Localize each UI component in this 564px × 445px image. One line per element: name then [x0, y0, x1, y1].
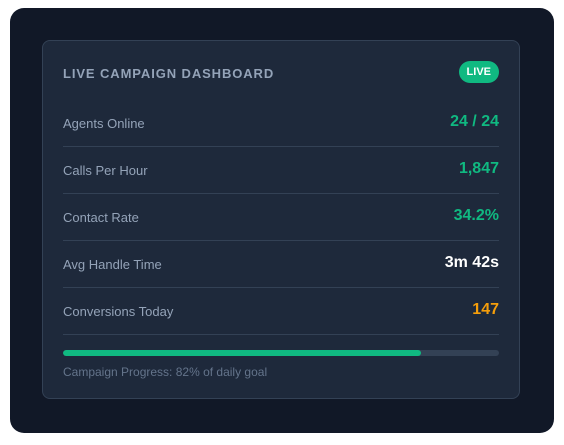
dashboard-frame: LIVE CAMPAIGN DASHBOARD LIVE Agents Onli… — [10, 8, 554, 433]
metric-label: Conversions Today — [63, 304, 174, 319]
metric-value: 1,847 — [458, 160, 499, 177]
campaign-progress-caption: Campaign Progress: 82% of daily goal — [63, 365, 268, 379]
metric-label: Contact Rate — [63, 210, 139, 225]
metric-value: 147 — [472, 301, 499, 318]
metric-label: Avg Handle Time — [63, 257, 162, 272]
metric-value: 34.2% — [453, 207, 499, 224]
dashboard-title: LIVE CAMPAIGN DASHBOARD — [63, 66, 275, 81]
metric-label: Agents Online — [63, 116, 145, 131]
metric-value: 3m 42s — [444, 254, 499, 271]
campaign-progress-bar — [63, 350, 499, 356]
live-badge: LIVE — [458, 61, 499, 83]
metric-row-avg-handle-time: Avg Handle Time 3m 42s — [63, 241, 499, 288]
metric-row-conversions-today: Conversions Today 147 — [63, 288, 499, 335]
metric-row-calls-per-hour: Calls Per Hour 1,847 — [63, 147, 499, 194]
metric-label: Calls Per Hour — [63, 163, 148, 178]
metric-row-contact-rate: Contact Rate 34.2% — [63, 194, 499, 241]
campaign-progress-fill — [63, 350, 421, 356]
card-header: LIVE CAMPAIGN DASHBOARD LIVE — [63, 61, 499, 85]
metric-row-agents-online: Agents Online 24 / 24 — [63, 100, 499, 147]
metric-value: 24 / 24 — [450, 113, 499, 130]
metrics-list: Agents Online 24 / 24 Calls Per Hour 1,8… — [63, 100, 499, 335]
campaign-card: LIVE CAMPAIGN DASHBOARD LIVE Agents Onli… — [42, 40, 520, 399]
